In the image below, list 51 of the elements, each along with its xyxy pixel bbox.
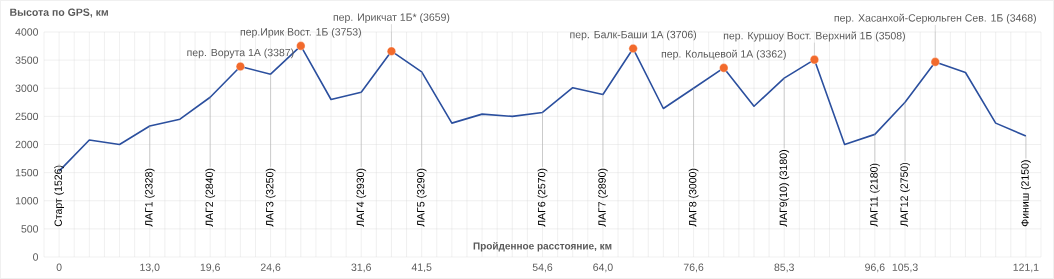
annotation: пер. Кольцевой 1А (3362) xyxy=(661,49,786,60)
x-tick-label: 121,1 xyxy=(1013,263,1039,273)
annotation: Финиш (2150) xyxy=(1021,160,1031,227)
annotation: пер.Ирик Вост. 1Б (3753) xyxy=(240,27,361,38)
annotation: пер. Хасанхой-Серюльген Сев. 1Б (3468) xyxy=(834,13,1036,24)
point xyxy=(235,61,245,71)
x-axis-title: Пройденное расстояние, км xyxy=(473,241,612,252)
annotation: пер. Куршоу Вост. Верхний 1Б (3508) xyxy=(723,31,905,42)
x-tick-label: 85,3 xyxy=(774,263,794,273)
annotation: ЛАГ12 (2750) xyxy=(900,162,910,227)
y-tick-label: 3000 xyxy=(15,84,39,92)
annotation: ЛАГ6 (2570) xyxy=(537,168,548,227)
x-tick-label: 41,5 xyxy=(411,263,432,273)
annotation: ЛАГ2 (2840) xyxy=(205,168,216,227)
annotation: ЛАГ8 (3000) xyxy=(688,168,699,227)
point xyxy=(930,57,940,67)
x-tick-label: 105,3 xyxy=(892,263,918,273)
annotation: ЛАГ7 (2890) xyxy=(598,168,608,227)
chart-title: Высота по GPS, км xyxy=(10,8,108,18)
x-tick-label: 24,6 xyxy=(260,263,281,273)
annotation: пер. Ворута 1А (3387) xyxy=(187,48,294,59)
y-tick-label: 500 xyxy=(21,225,39,233)
annotation: ЛАГ5 (3290) xyxy=(416,168,427,227)
x-tick-label: 31,6 xyxy=(351,263,371,273)
point xyxy=(296,41,306,51)
x-tick-label: 64,0 xyxy=(593,263,613,273)
point xyxy=(628,44,638,54)
y-tick-label: 0 xyxy=(33,253,39,261)
point xyxy=(386,46,396,56)
annotation: ЛАГ9(10) (3180) xyxy=(779,150,790,227)
x-tick-label: 0 xyxy=(56,263,62,271)
point xyxy=(719,63,729,73)
x-tick-label: 54,6 xyxy=(532,263,553,273)
x-tick-label: 76,6 xyxy=(683,263,704,273)
y-tick-label: 1000 xyxy=(15,197,39,205)
annotation: ЛАГ1 (2328) xyxy=(144,168,155,227)
x-tick-label: 19,6 xyxy=(200,263,220,273)
y-tick-label: 4000 xyxy=(15,28,39,36)
point xyxy=(809,55,819,65)
x-tick-label: 13,0 xyxy=(140,263,160,273)
y-tick-label: 2000 xyxy=(15,140,39,149)
annotation: пер. Балк-Баши 1А (3706) xyxy=(570,30,697,41)
annotation: ЛАГ11 (2180) xyxy=(869,163,880,227)
y-tick-label: 3500 xyxy=(15,56,39,64)
annotation: пер. Ирикчат 1Б* (3659) xyxy=(333,13,450,23)
annotation: ЛАГ3 (3250) xyxy=(265,168,276,227)
annotation: Старт (1526) xyxy=(54,165,65,227)
annotation: ЛАГ4 (2930) xyxy=(356,168,367,227)
y-tick-label: 1500 xyxy=(15,168,39,177)
y-tick-label: 2500 xyxy=(15,112,39,121)
x-tick-label: 96,6 xyxy=(865,263,885,273)
